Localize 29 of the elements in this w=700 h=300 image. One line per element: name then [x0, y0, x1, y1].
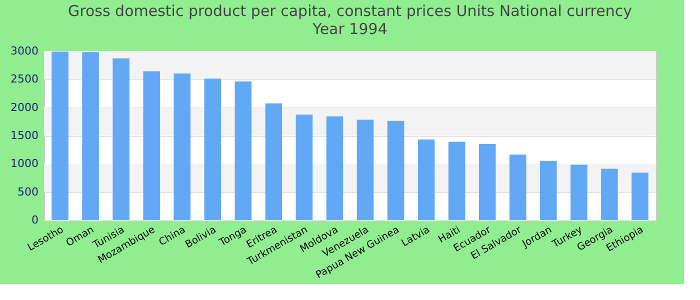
y-tick-label: 2500	[10, 72, 38, 86]
bar	[356, 120, 374, 220]
bar	[632, 172, 648, 220]
bar	[296, 114, 313, 220]
y-tick-label: 1000	[10, 157, 38, 170]
bar	[509, 154, 526, 220]
bar	[601, 168, 618, 220]
bar	[82, 52, 99, 220]
bar	[174, 74, 191, 220]
bar	[112, 58, 130, 220]
bar	[265, 103, 282, 220]
bar	[478, 144, 496, 220]
bar	[418, 139, 435, 220]
bar	[540, 160, 557, 220]
bar	[234, 81, 252, 220]
bar	[448, 142, 466, 220]
bar	[204, 78, 222, 220]
bar	[570, 164, 588, 220]
y-tick-label: 2000	[10, 100, 38, 114]
bar	[326, 116, 344, 220]
y-tick-label: 3000	[10, 44, 38, 58]
bar	[143, 71, 160, 220]
y-tick-label: 500	[18, 185, 38, 198]
chart-title: Gross domestic product per capita, constant prices Units National currency	[68, 2, 632, 20]
bar	[52, 52, 68, 220]
y-tick-label: 1500	[10, 129, 38, 142]
y-tick-label: 0	[32, 214, 38, 226]
chart-subtitle: Year 1994	[312, 20, 388, 38]
bar	[387, 120, 404, 220]
